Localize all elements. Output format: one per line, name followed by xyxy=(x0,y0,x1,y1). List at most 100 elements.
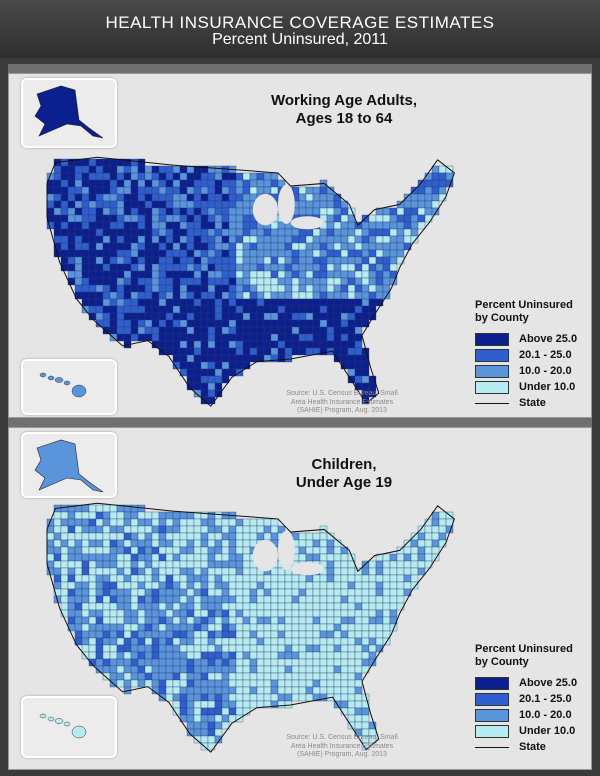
county-cell xyxy=(109,504,118,513)
county-cell xyxy=(389,595,398,604)
county-cell xyxy=(242,326,251,335)
county-cell xyxy=(326,623,335,632)
county-cell xyxy=(81,546,90,555)
county-cell xyxy=(186,270,195,279)
county-cell xyxy=(375,291,384,300)
county-cell xyxy=(67,588,76,597)
county-cell xyxy=(228,518,237,527)
county-cell xyxy=(228,581,237,590)
county-cell xyxy=(130,193,139,202)
county-cell xyxy=(207,728,216,737)
county-cell xyxy=(74,235,83,244)
county-cell xyxy=(88,553,97,562)
county-cell xyxy=(389,263,398,272)
county-cell xyxy=(221,235,230,244)
county-cell xyxy=(368,249,377,258)
county-cell xyxy=(214,200,223,209)
county-cell xyxy=(109,539,118,548)
county-cell xyxy=(410,235,419,244)
county-cell xyxy=(396,214,405,223)
county-cell xyxy=(242,616,251,625)
county-cell xyxy=(312,588,321,597)
county-cell xyxy=(221,347,230,356)
county-cell xyxy=(382,567,391,576)
county-cell xyxy=(291,256,300,265)
county-cell xyxy=(165,679,174,688)
county-cell xyxy=(179,637,188,646)
county-cell xyxy=(130,595,139,604)
county-cell xyxy=(158,172,167,181)
county-cell xyxy=(368,658,377,667)
county-cell xyxy=(53,511,62,520)
county-cell xyxy=(123,609,132,618)
county-cell xyxy=(102,504,111,513)
county-cell xyxy=(263,658,272,667)
county-cell xyxy=(284,284,293,293)
hawaii-island xyxy=(47,716,55,722)
county-cell xyxy=(263,340,272,349)
county-cell xyxy=(354,588,363,597)
county-cell xyxy=(305,644,314,653)
county-cell xyxy=(326,326,335,335)
county-cell xyxy=(144,609,153,618)
county-cell xyxy=(179,707,188,716)
county-cell xyxy=(88,221,97,230)
county-cell xyxy=(200,630,209,639)
county-cell xyxy=(382,249,391,258)
county-cell xyxy=(179,207,188,216)
county-cell xyxy=(95,658,104,667)
panel-title: Children, Under Age 19 xyxy=(239,456,449,492)
county-cell xyxy=(130,504,139,513)
county-cell xyxy=(298,347,307,356)
county-cell xyxy=(319,333,328,342)
county-cell xyxy=(144,319,153,328)
county-cell xyxy=(179,679,188,688)
county-cell xyxy=(137,546,146,555)
county-cell xyxy=(361,588,370,597)
county-cell xyxy=(95,630,104,639)
county-cell xyxy=(81,221,90,230)
county-cell xyxy=(81,616,90,625)
county-cell xyxy=(354,249,363,258)
county-cell xyxy=(116,298,125,307)
divider-band xyxy=(8,418,592,427)
county-cell xyxy=(375,574,384,583)
county-cell xyxy=(424,200,433,209)
county-cell xyxy=(305,553,314,562)
county-cell xyxy=(172,242,181,251)
county-cell xyxy=(242,602,251,611)
county-cell xyxy=(319,200,328,209)
county-cell xyxy=(193,672,202,681)
county-cell xyxy=(256,298,265,307)
county-cell xyxy=(172,333,181,342)
county-cell xyxy=(424,532,433,541)
county-cell xyxy=(284,686,293,695)
county-cell xyxy=(193,172,202,181)
county-cell xyxy=(354,284,363,293)
county-cell xyxy=(179,228,188,237)
county-cell xyxy=(165,298,174,307)
county-cell xyxy=(200,249,209,258)
county-cell xyxy=(242,567,251,576)
county-cell xyxy=(319,263,328,272)
county-cell xyxy=(382,256,391,265)
county-cell xyxy=(200,186,209,195)
county-cell xyxy=(319,340,328,349)
county-cell xyxy=(109,186,118,195)
county-cell xyxy=(263,672,272,681)
county-cell xyxy=(109,581,118,590)
county-cell xyxy=(214,672,223,681)
county-cell xyxy=(102,602,111,611)
county-cell xyxy=(158,616,167,625)
county-cell xyxy=(53,581,62,590)
county-cell xyxy=(277,637,286,646)
county-cell xyxy=(368,560,377,569)
county-cell xyxy=(228,291,237,300)
county-cell xyxy=(312,277,321,286)
hawaii-shape xyxy=(39,372,87,398)
county-cell xyxy=(312,581,321,590)
county-cell xyxy=(137,525,146,534)
county-cell xyxy=(137,616,146,625)
county-cell xyxy=(200,326,209,335)
county-cell xyxy=(88,504,97,513)
